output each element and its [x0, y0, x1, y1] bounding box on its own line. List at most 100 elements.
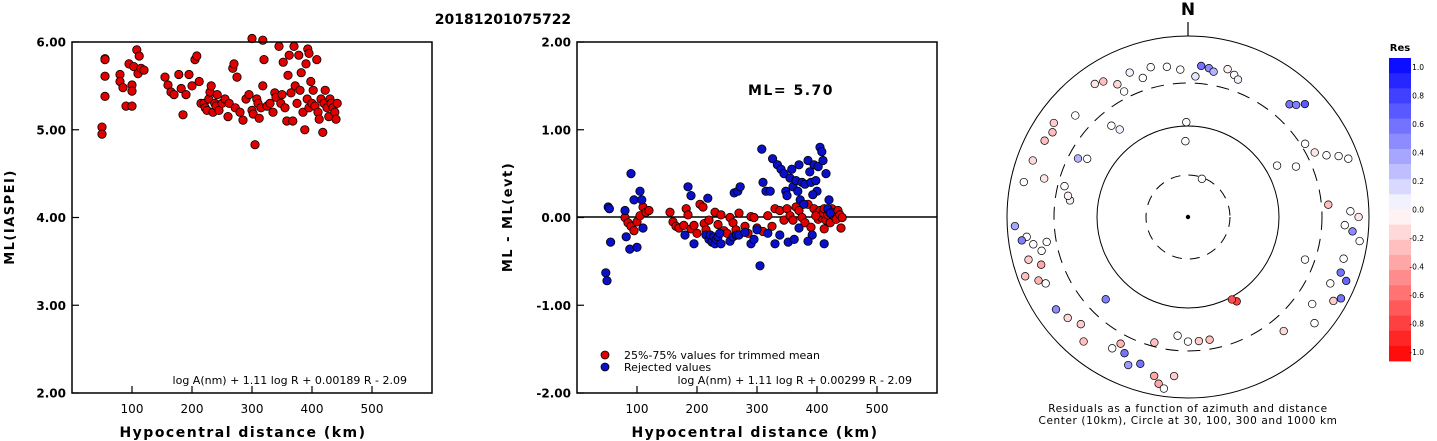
data-point	[808, 190, 818, 200]
data-point	[644, 205, 654, 216]
y-tick-label: 5.00	[36, 123, 66, 137]
data-point	[765, 186, 775, 196]
station-marker	[1354, 212, 1363, 222]
colorbar-cell	[1389, 315, 1411, 332]
station-marker	[1071, 111, 1080, 120]
station-marker	[1115, 125, 1124, 134]
data-point	[763, 228, 773, 238]
data-point	[788, 215, 798, 225]
x-tick-label: 100	[626, 402, 649, 416]
x-tick-label: 200	[686, 402, 709, 416]
data-point	[178, 110, 188, 120]
station-marker	[1051, 305, 1061, 314]
data-point	[244, 90, 254, 100]
data-point	[304, 48, 314, 59]
data-point	[283, 70, 293, 80]
station-marker	[1272, 161, 1282, 170]
data-point	[758, 177, 768, 187]
data-point	[755, 261, 765, 271]
station-marker	[1019, 177, 1028, 187]
residual-axis-ticks: 100 200 300 400 500 -2.00 -1.00 0.00 1.00 2.00	[536, 36, 888, 417]
station-marker	[1162, 62, 1172, 71]
station-marker	[1154, 379, 1163, 388]
station-marker	[1040, 136, 1049, 145]
y-tick-label: 0.00	[541, 211, 571, 225]
data-point	[258, 81, 268, 91]
data-point	[632, 242, 642, 252]
colorbar-tick-label: -1.0	[1409, 348, 1424, 357]
station-marker	[1346, 207, 1355, 216]
station-marker	[1076, 320, 1085, 329]
colorbar-cells	[1389, 58, 1411, 362]
colorbar-tick-label: 0.6	[1412, 120, 1424, 129]
ml-annotation: ML= 5.70	[748, 83, 834, 99]
colorbar-cell	[1389, 103, 1411, 119]
data-point	[238, 115, 248, 125]
data-point	[704, 215, 714, 225]
data-point	[331, 114, 341, 124]
station-marker	[1073, 154, 1083, 163]
station-marker	[1063, 313, 1072, 323]
data-point	[803, 236, 813, 246]
colorbar-tick-label: -0.8	[1409, 320, 1424, 329]
station-marker	[1107, 121, 1116, 130]
colorbar-tick-label: 0.4	[1412, 149, 1424, 158]
x-tick-label: 400	[301, 402, 324, 416]
x-tick-label: 400	[806, 402, 829, 416]
data-point	[817, 147, 827, 157]
station-marker	[1176, 65, 1185, 74]
data-point	[206, 81, 216, 91]
colorbar-tick-label: 0.0	[1412, 206, 1424, 215]
data-point	[212, 90, 222, 100]
residual-formula: log A(nm) + 1.11 log R + 0.00299 R - 2.0…	[678, 374, 912, 387]
ml-axis-ticks: 100 200 300 400 500 2.00 3.00 4.00 5.00 6.00	[36, 36, 383, 417]
station-marker	[1041, 279, 1050, 288]
colorbar-cell	[1389, 148, 1411, 165]
station-marker	[1339, 254, 1348, 263]
colorbar-cell	[1389, 118, 1411, 135]
station-marker	[1090, 79, 1099, 89]
data-point	[734, 208, 744, 218]
colorbar-cell	[1389, 285, 1411, 301]
data-point	[716, 239, 726, 249]
data-point	[301, 59, 311, 69]
x-tick-label: 300	[241, 402, 264, 416]
ml-vs-distance-panel: 100 200 300 400 500 2.00 3.00 4.00 5.00 6.00 log …	[3, 33, 433, 441]
station-marker	[1083, 154, 1092, 163]
data-point	[775, 230, 785, 240]
residual-colorbar: Res 1.0 0.8 0.6 0.4 0.2 0.0 -0.2 -0.4 -0.6 -0.8 -1…	[1389, 43, 1424, 362]
data-point	[100, 71, 110, 81]
data-point	[134, 51, 144, 61]
data-point	[100, 91, 110, 102]
data-point	[604, 204, 615, 214]
station-marker	[1291, 162, 1301, 171]
data-point	[601, 268, 611, 278]
colorbar-tick-label: 1.0	[1412, 63, 1424, 72]
data-point	[184, 69, 194, 80]
residual-legend: 25%-75% values for trimmed mean Rejected…	[600, 349, 820, 374]
data-point	[194, 76, 204, 87]
colorbar-cell	[1389, 254, 1411, 271]
data-point	[306, 76, 316, 87]
y-tick-label: 4.00	[36, 211, 66, 225]
data-point	[278, 57, 288, 67]
colorbar-cell	[1389, 224, 1411, 241]
station-marker	[1010, 221, 1020, 231]
data-point	[312, 54, 322, 65]
dashed-range-circle-outer	[1053, 82, 1323, 352]
data-point	[250, 140, 260, 150]
data-point	[824, 195, 834, 205]
y-tick-label: 2.00	[36, 387, 66, 401]
data-point	[274, 41, 284, 52]
station-marker	[1099, 77, 1108, 86]
station-marker	[1063, 191, 1073, 200]
ml-x-axis-label: Hypocentral distance (km)	[119, 425, 366, 441]
data-point	[268, 107, 278, 117]
data-point	[265, 98, 275, 109]
station-marker	[1344, 154, 1353, 163]
station-marker	[1181, 137, 1190, 146]
station-marker	[1336, 294, 1346, 303]
y-tick-label: 1.00	[541, 123, 571, 137]
data-point	[793, 186, 803, 196]
